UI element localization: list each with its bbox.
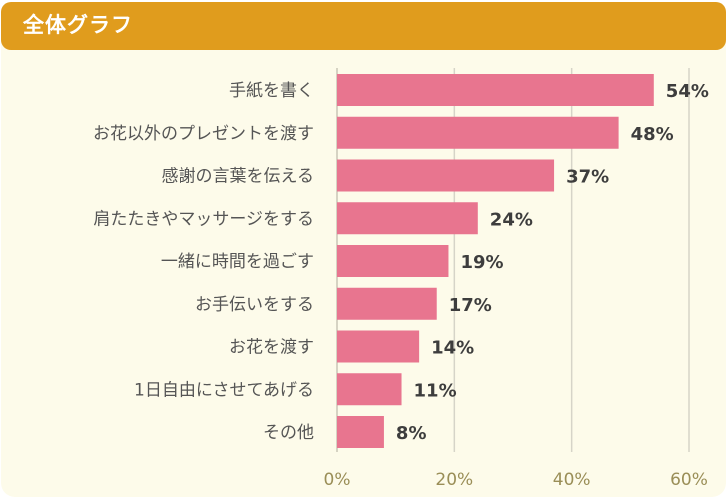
data-label: 11% <box>414 380 457 401</box>
data-label: 19% <box>460 252 503 273</box>
bar <box>337 330 420 363</box>
x-tick-label: 0% <box>324 470 351 490</box>
data-label: 48% <box>631 124 674 145</box>
data-label: 8% <box>396 423 427 444</box>
data-label: 54% <box>666 81 709 102</box>
category-label: 感謝の言葉を伝える <box>162 167 315 187</box>
category-label: 手紙を書く <box>229 81 314 101</box>
category-label: お花以外のプレゼントを渡す <box>93 124 314 144</box>
bar <box>337 287 437 320</box>
bar <box>337 202 478 235</box>
bar <box>337 74 654 106</box>
data-label: 37% <box>566 167 609 188</box>
category-label: 1日自由にさせてあげる <box>134 380 314 400</box>
bar <box>337 416 384 448</box>
category-label: お花を渡す <box>229 338 314 358</box>
bar <box>337 116 619 149</box>
data-label: 24% <box>490 209 533 230</box>
bar <box>337 373 402 406</box>
x-tick-label: 40% <box>553 470 591 490</box>
category-label: お手伝いをする <box>195 295 314 315</box>
bar <box>337 245 449 277</box>
category-label: 肩たたきやマッサージをする <box>93 209 314 229</box>
x-tick-label: 20% <box>435 470 473 490</box>
chart-title: 全体グラフ <box>23 13 133 37</box>
category-label: その他 <box>263 423 314 443</box>
bar <box>337 159 555 192</box>
chart-header: 全体グラフ <box>1 2 726 50</box>
data-label: 17% <box>449 295 492 316</box>
x-tick-label: 60% <box>670 470 708 490</box>
category-label: 一緒に時間を過ごす <box>161 252 314 272</box>
data-label: 14% <box>431 338 474 359</box>
